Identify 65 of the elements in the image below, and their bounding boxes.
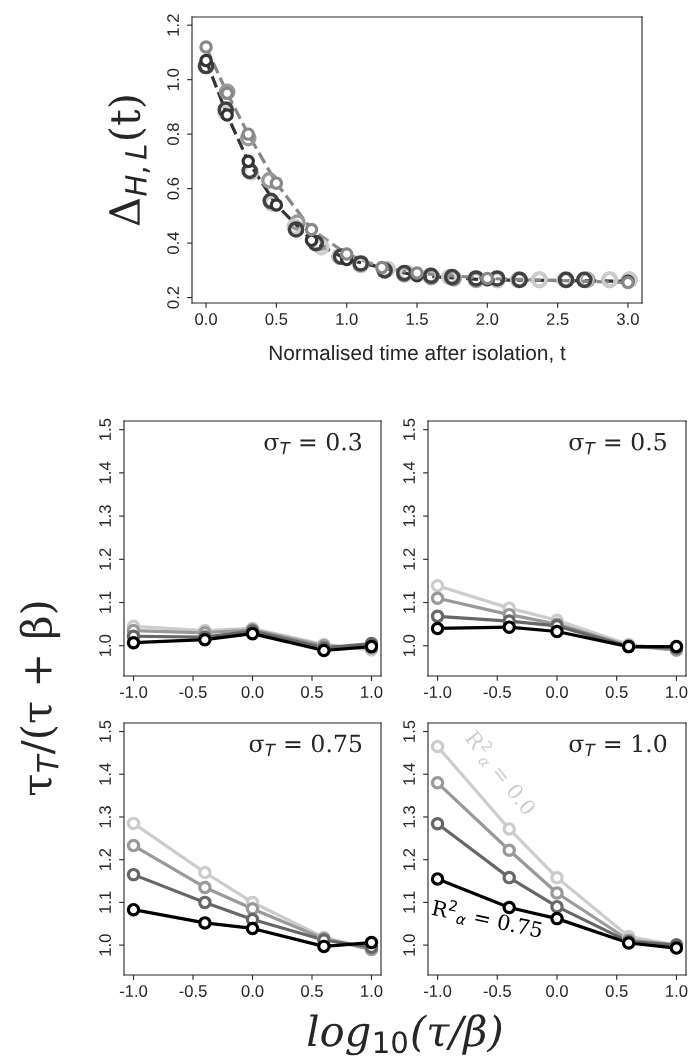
annotation: σ$_{T}$ = 0.75 [249, 734, 362, 756]
y-tick-label: 1.5 [99, 418, 111, 440]
x-tick-label: -0.5 [483, 686, 511, 698]
y-tick-label: 1.1 [403, 591, 415, 613]
x-tick-label: 0.0 [195, 313, 217, 325]
y-tick-label: 1.1 [99, 591, 111, 613]
y-tick-label: 0.4 [167, 231, 179, 255]
y-tick-label: 1.0 [99, 634, 111, 657]
x-tick-label: -0.5 [179, 686, 207, 698]
y-tick-label: 0.2 [167, 286, 179, 309]
x-tick-label: -1.0 [423, 686, 452, 698]
y-tick-label: 1.0 [99, 934, 111, 956]
y-tick-label: 1.2 [99, 548, 111, 570]
x-tick-label: 3.0 [616, 313, 639, 325]
x-tick-label: 2.5 [546, 313, 569, 325]
annotation: σ$_{T}$ = 1.0 [569, 734, 667, 756]
y-tick-label: 1.2 [403, 548, 415, 570]
y-tick-label: 1.3 [403, 505, 415, 527]
x-tick-label: -1.0 [119, 985, 148, 997]
x-tick-label: 0.0 [546, 985, 568, 997]
y-tick-label: 1.1 [99, 891, 111, 913]
x-tick-label: 0.5 [605, 686, 628, 698]
x-tick-label: 0.5 [301, 686, 323, 698]
annotation: σ$_{T}$ = 0.5 [569, 432, 666, 455]
y-tick-label: 1.2 [403, 848, 415, 870]
y-axis-title: τ$_{T}$/(τ + β) [19, 602, 61, 796]
y-tick-label: 1.4 [403, 763, 415, 785]
annotation: σ$_{T}$ = 0.3 [264, 432, 362, 455]
y-tick-label: 1.5 [99, 720, 111, 742]
y-tick-label: 1.4 [99, 461, 111, 484]
x-tick-label: 1.0 [361, 686, 383, 698]
y-tick-label: 1.3 [403, 806, 415, 828]
x-tick-label: 1.0 [336, 313, 358, 325]
y-tick-label: 1.0 [403, 634, 415, 657]
y-tick-label: 0.8 [167, 123, 179, 146]
y-tick-label: 1.5 [403, 720, 415, 742]
x-tick-label: -1.0 [423, 985, 452, 997]
y-tick-label: 0.6 [167, 177, 179, 200]
y-tick-label: 1.3 [99, 806, 111, 828]
x-tick-label: 1.0 [666, 686, 688, 698]
x-tick-label: 0.0 [241, 985, 264, 997]
y-tick-label: 1.0 [403, 934, 415, 956]
x-tick-label: 2.0 [476, 313, 499, 325]
x-tick-label: 1.0 [666, 985, 688, 997]
y-tick-label: 1.0 [167, 68, 179, 90]
x-tick-label: -0.5 [179, 985, 207, 997]
y-tick-label: 1.2 [99, 848, 111, 870]
x-axis-title: Normalised time after isolation, t [269, 344, 566, 363]
x-tick-label: 0.0 [241, 686, 264, 698]
y-tick-label: 1.4 [99, 763, 111, 785]
x-tick-label: 0.0 [546, 686, 568, 698]
y-tick-label: 1.3 [99, 505, 111, 527]
y-tick-label: 1.4 [403, 461, 415, 484]
x-axis-title: log$_{10}$(τ/β) [307, 1014, 502, 1056]
x-tick-label: -1.0 [119, 686, 148, 698]
x-tick-label: 0.5 [301, 985, 323, 997]
y-axis-title: Δ$_{H,L}$(t) [107, 96, 150, 226]
x-tick-label: 1.0 [361, 985, 383, 997]
x-tick-label: 0.5 [605, 985, 628, 997]
y-tick-label: 1.1 [403, 891, 415, 913]
y-tick-label: 1.2 [167, 14, 179, 36]
x-tick-label: 0.5 [265, 313, 288, 325]
annotation: R$^{2}$$_{α}$ = 0.75 [430, 896, 544, 942]
y-tick-label: 1.5 [403, 418, 415, 440]
x-tick-label: -0.5 [483, 985, 511, 997]
